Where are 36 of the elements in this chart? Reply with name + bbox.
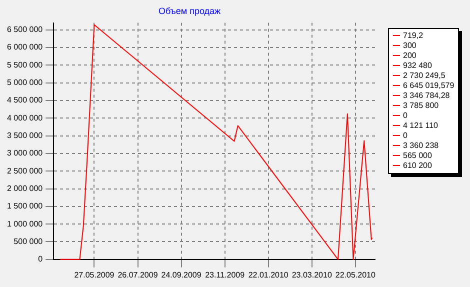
text: 3 360 238 <box>402 141 440 151</box>
y-tick-label: 2 500 000 <box>6 166 44 176</box>
text: 565 000 <box>402 151 433 161</box>
text: 719,2 <box>402 31 424 41</box>
text: 200 <box>402 51 418 61</box>
y-tick-label: 500 000 <box>14 236 44 246</box>
chart-title: Объем продаж <box>158 6 221 16</box>
y-tick-label: 0 <box>38 254 44 264</box>
x-tick-label: 22.01.2010 <box>248 270 289 280</box>
text: 6 645 019,579 <box>402 81 454 91</box>
x-tick-label: 27.05.2009 <box>74 270 115 280</box>
y-tick-label: 4 000 000 <box>6 113 44 122</box>
y-tick-label: 3 500 000 <box>6 131 44 140</box>
text: 2 730 249,5 <box>402 71 446 81</box>
y-tick-label: 6 500 000 <box>6 25 44 34</box>
y-tick-label: 5 500 000 <box>6 60 44 70</box>
text: 3 785 800 <box>402 101 440 111</box>
y-tick-label: 6 000 000 <box>6 42 44 52</box>
y-tick-label: 4 500 000 <box>6 96 44 105</box>
y-tick-label: 2 000 000 <box>6 184 44 193</box>
text: 932 480 <box>402 61 433 71</box>
text: 3 346 784,28 <box>402 91 451 101</box>
y-tick-label: 1 000 000 <box>6 219 44 228</box>
x-tick-label: 22.05.2010 <box>335 270 376 280</box>
text: 0 <box>402 131 408 141</box>
x-tick-label: 23.03.2010 <box>292 270 332 280</box>
y-tick-label: 5 000 000 <box>6 78 44 88</box>
x-tick-label: 26.07.2009 <box>118 270 158 280</box>
x-tick-label: 23.11.2009 <box>205 270 246 280</box>
text: 610 200 <box>402 161 433 171</box>
text: 0 <box>402 111 408 121</box>
x-tick-label: 24.09.2009 <box>161 270 202 280</box>
y-tick-label: 1 500 000 <box>6 202 44 211</box>
y-tick-label: 3 000 000 <box>6 148 44 158</box>
text: 4 121 110 <box>402 121 439 131</box>
text: 300 <box>402 41 418 51</box>
